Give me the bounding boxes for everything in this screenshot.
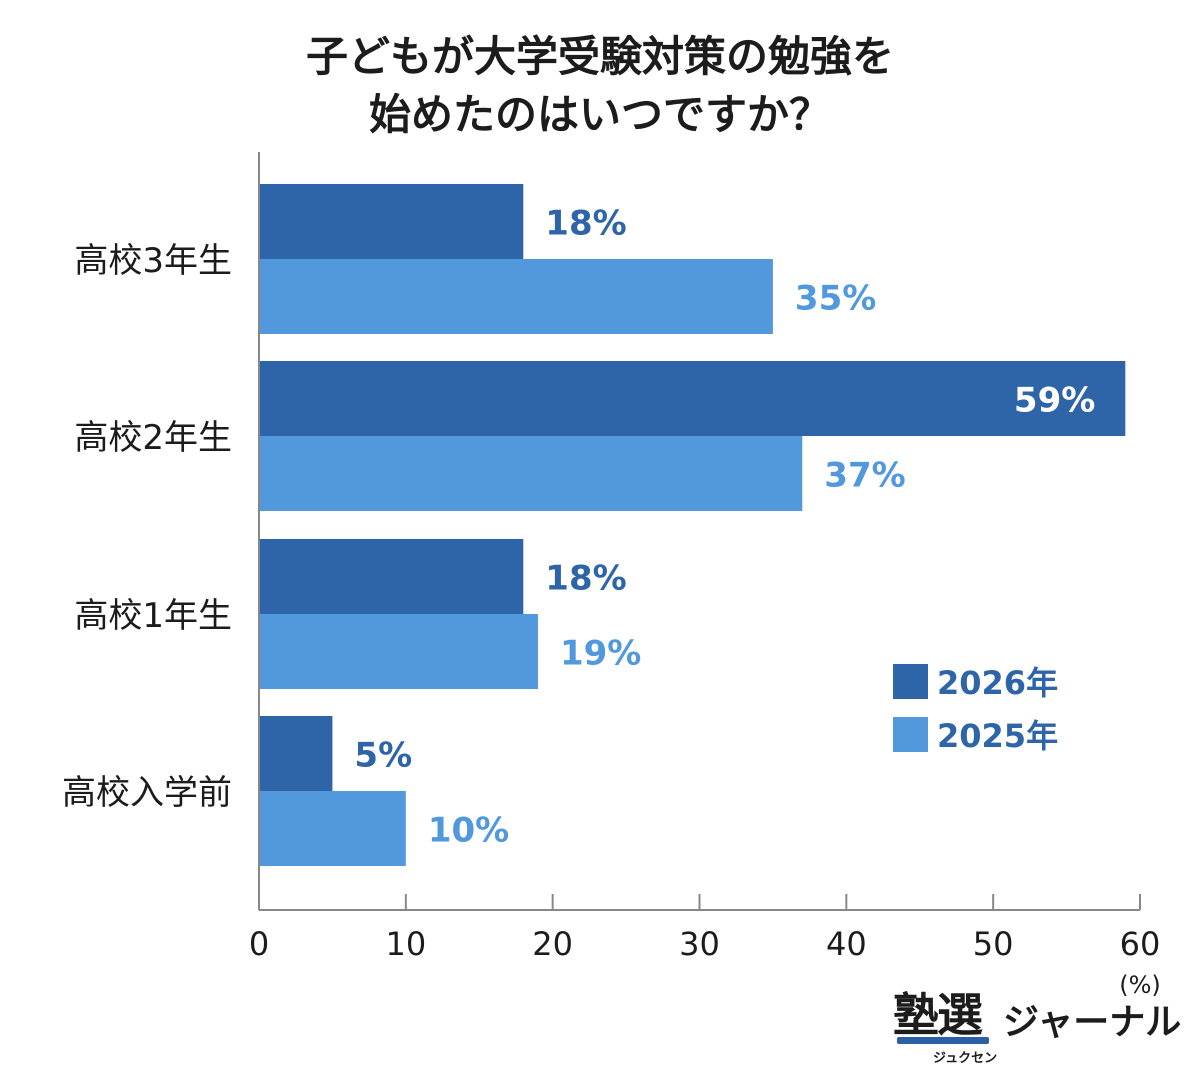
legend-swatch-2025 <box>893 717 928 752</box>
bar-2025-1 <box>259 436 803 511</box>
value-label: 37% <box>824 456 905 496</box>
bar-2025-0 <box>259 259 773 334</box>
chart-title: 子どもが大学受験対策の勉強を 始めたのはいつですか？ <box>0 28 1200 144</box>
value-label: 18% <box>545 204 626 244</box>
x-tick-label: 40 <box>826 925 867 963</box>
x-tick-label: 10 <box>385 925 426 963</box>
legend-label: 2026年 <box>937 664 1058 702</box>
x-tick-label: 30 <box>679 925 720 963</box>
value-label: 5% <box>354 736 412 776</box>
value-label: 18% <box>545 559 626 599</box>
bar-2025-2 <box>259 614 538 689</box>
bar-2026-1 <box>259 361 1126 436</box>
category-label: 高校入学前 <box>62 773 232 813</box>
value-label: 19% <box>560 634 641 674</box>
category-label: 高校2年生 <box>74 418 232 458</box>
logo-underline-bar <box>897 1037 989 1044</box>
jukusen-journal-logo: 塾選 ジュクセン ジャーナル <box>893 987 1181 1077</box>
logo-tail-text: ジャーナル <box>1003 1002 1182 1043</box>
x-tick-label: 50 <box>973 925 1014 963</box>
logo-sub-text: ジュクセン <box>933 1051 998 1066</box>
logo-main-text: 塾選 <box>893 988 983 1042</box>
bar-2026-2 <box>259 539 524 614</box>
chart-title-line-2: 始めたのはいつですか？ <box>368 90 831 139</box>
bar-2026-0 <box>259 184 524 259</box>
category-label: 高校3年生 <box>74 241 232 281</box>
bar-2025-3 <box>259 791 406 866</box>
legend-swatch-2026 <box>893 664 928 699</box>
value-label: 35% <box>795 279 876 319</box>
bar-2026-3 <box>259 716 333 791</box>
x-tick-label: 60 <box>1120 925 1161 963</box>
legend-label: 2025年 <box>937 717 1058 755</box>
x-unit-label: (%) <box>1119 971 1161 999</box>
chart-title-line-1: 子どもが大学受験対策の勉強を <box>305 32 894 81</box>
value-label: 10% <box>428 811 509 851</box>
x-tick-label: 20 <box>532 925 573 963</box>
category-label: 高校1年生 <box>74 596 232 636</box>
value-label: 59% <box>1014 381 1095 421</box>
x-tick-label: 0 <box>249 925 269 963</box>
